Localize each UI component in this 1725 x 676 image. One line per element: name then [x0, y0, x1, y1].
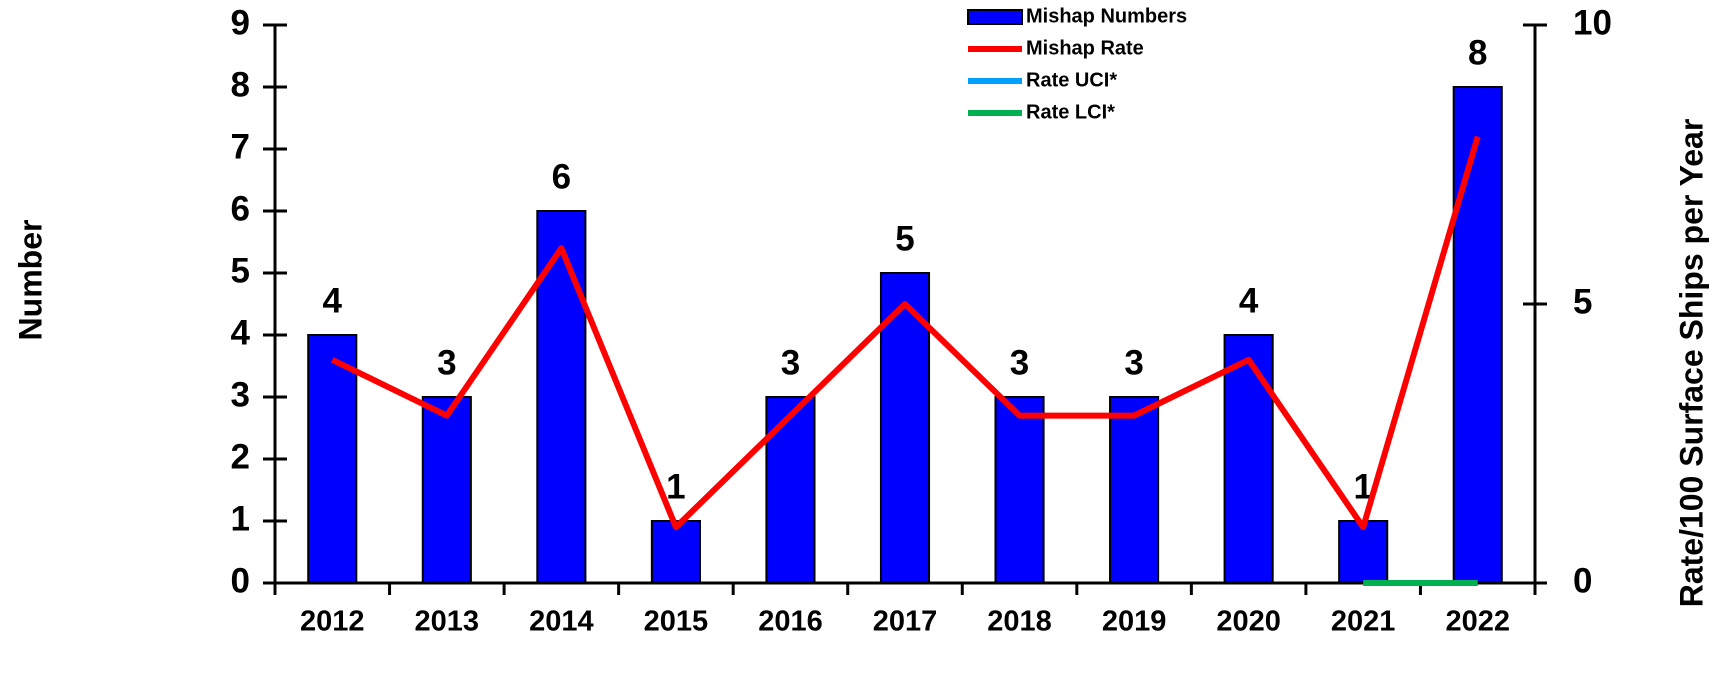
y-tick-label: 4 [231, 313, 251, 352]
y-tick-label: 0 [231, 561, 250, 600]
bar [1223, 334, 1274, 584]
data-label: 3 [437, 343, 456, 382]
legend-label: Mishap Numbers [1026, 5, 1187, 27]
y-tick-label: 6 [231, 189, 250, 228]
x-tick-label: 2022 [1445, 606, 1510, 638]
x-tick-label: 2014 [529, 606, 594, 638]
bar [307, 334, 358, 584]
y2-tick-label: 5 [1573, 282, 1592, 321]
x-tick-label: 2012 [300, 606, 365, 638]
legend-label: Mishap Rate [1026, 37, 1144, 59]
bar [765, 396, 816, 584]
x-tick-label: 2020 [1216, 606, 1281, 638]
data-label: 1 [666, 467, 685, 506]
x-tick-label: 2015 [644, 606, 709, 638]
data-label: 3 [1010, 343, 1029, 382]
y-tick-label: 8 [231, 65, 250, 104]
data-label: 5 [895, 219, 914, 258]
x-tick-label: 2018 [987, 606, 1052, 638]
x-tick-label: 2019 [1102, 606, 1167, 638]
data-label: 1 [1353, 467, 1372, 506]
y2-tick-label: 0 [1573, 561, 1592, 600]
bar [994, 396, 1045, 584]
bar [650, 520, 701, 584]
data-label: 4 [323, 281, 343, 320]
x-tick-label: 2016 [758, 606, 823, 638]
legend-label: Rate LCI* [1026, 101, 1115, 123]
y-axis-label: Number [12, 220, 48, 341]
y-tick-label: 9 [231, 3, 250, 42]
bar [879, 272, 931, 584]
data-label: 8 [1468, 33, 1487, 72]
legend-label: Rate UCI* [1026, 69, 1117, 91]
data-label: 4 [1239, 281, 1259, 320]
y2-axis-label: Rate/100 Surface Ships per Year [1673, 119, 1709, 608]
y-tick-label: 7 [231, 127, 250, 166]
bar [421, 396, 472, 584]
line [330, 135, 1481, 531]
y-tick-label: 2 [231, 437, 250, 476]
y-tick-label: 3 [231, 375, 250, 414]
bar [1338, 520, 1389, 584]
y-tick-label: 1 [231, 499, 250, 538]
bar [1109, 396, 1160, 584]
data-label: 6 [552, 157, 571, 196]
legend-swatch [967, 9, 1023, 25]
bar [536, 210, 587, 584]
data-label: 3 [781, 343, 800, 382]
x-tick-label: 2013 [415, 606, 480, 638]
x-tick-label: 2021 [1331, 606, 1396, 638]
y2-tick-label: 10 [1573, 3, 1612, 42]
bar [1452, 86, 1503, 584]
data-label: 3 [1124, 343, 1143, 382]
x-tick-label: 2017 [873, 606, 938, 638]
y-tick-label: 5 [231, 251, 250, 290]
